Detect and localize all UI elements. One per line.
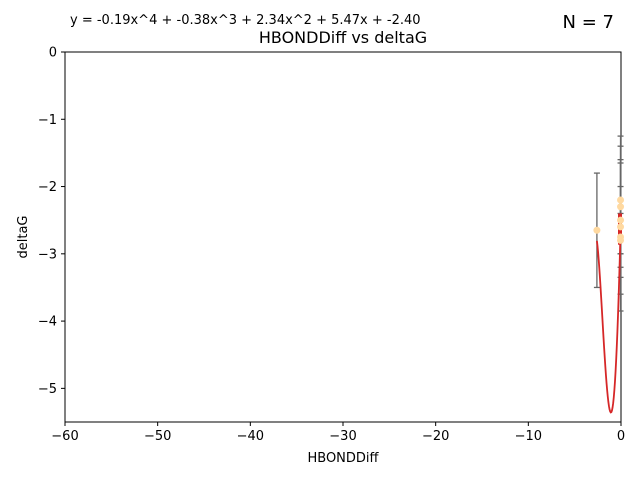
data-point [617,236,625,244]
axes-border [64,51,622,423]
y-tick-label: −1 [38,113,57,128]
x-tick-label: −40 [237,429,264,444]
x-axis-ticks: −60 −50 −40 −30 −20 −10 0 [51,422,625,444]
data-points [593,196,625,244]
y-tick-label: −2 [38,180,57,195]
fit-line-group [596,213,622,414]
x-axis-label: HBONDDiff [307,451,379,466]
sample-count: N = 7 [562,12,614,33]
axes-frame [64,51,622,423]
data-point [617,216,625,224]
y-tick-label: 0 [49,46,57,61]
y-axis-ticks: 0 −1 −2 −3 −4 −5 [38,46,65,397]
y-tick-label: −4 [38,315,57,330]
x-tick-label: −60 [51,429,78,444]
x-tick-label: −20 [422,429,449,444]
fit-line [596,213,622,414]
chart-title: HBONDDiff vs deltaG [258,28,428,47]
data-point [617,223,625,231]
x-tick-label: −10 [515,429,542,444]
x-tick-label: 0 [617,429,625,444]
x-tick-label: −30 [329,429,356,444]
y-tick-label: −5 [38,382,57,397]
fit-equation: y = -0.19x^4 + -0.38x^3 + 2.34x^2 + 5.47… [70,13,421,28]
y-tick-label: −3 [38,247,57,262]
data-point [617,196,625,204]
data-point [617,203,625,211]
x-tick-label: −50 [144,429,171,444]
data-point [593,226,601,234]
y-axis-label: deltaG [16,216,31,259]
